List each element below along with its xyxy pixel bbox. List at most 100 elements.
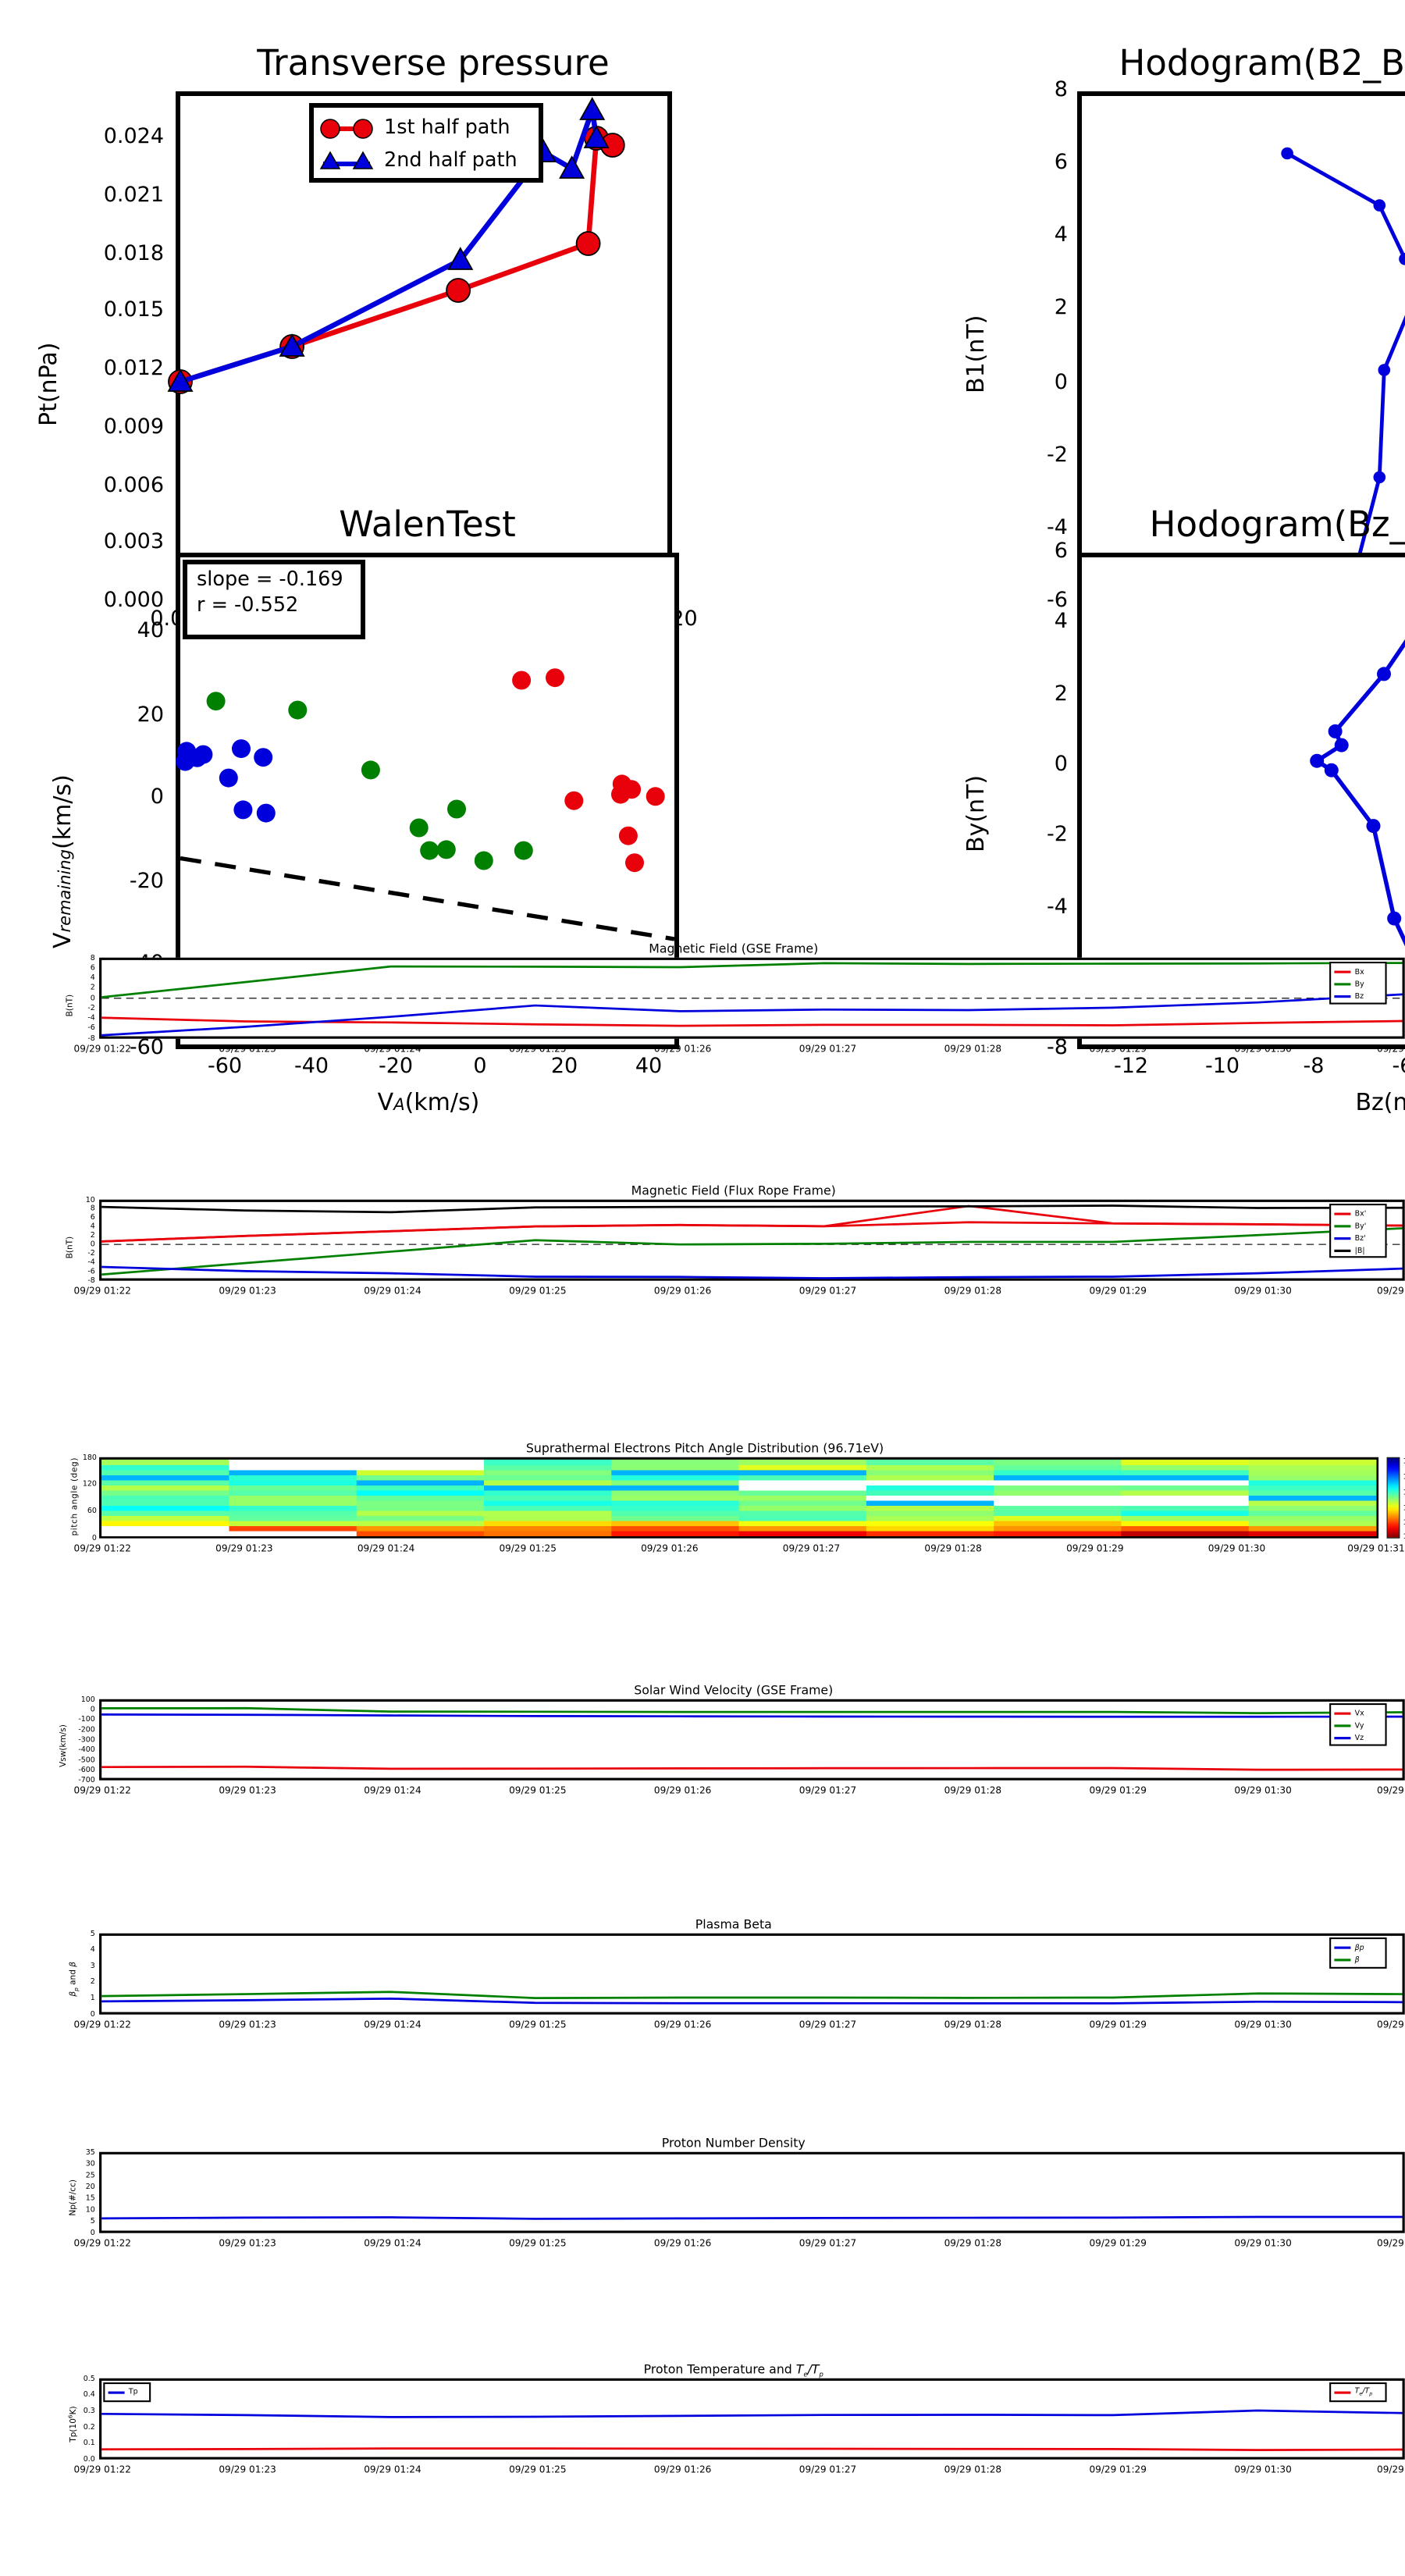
- ytick: 8: [90, 1204, 95, 1213]
- xtick-time: 09/29 01:30: [1208, 1542, 1266, 1554]
- xtick-time: 09/29 01:24: [364, 1284, 422, 1297]
- ytick: 35: [85, 2148, 95, 2158]
- xtick-time: 09/29 01:24: [364, 2018, 422, 2030]
- ytick: 2: [1054, 297, 1068, 321]
- xtick-time: 09/29 01:27: [799, 1284, 857, 1297]
- ytick: 120: [82, 1480, 97, 1489]
- xtick-time: 09/29 01:26: [653, 2018, 712, 2030]
- xtick-time: 09/29 01:26: [641, 1542, 699, 1554]
- ytick: -4: [1047, 897, 1068, 920]
- legend-swatch-bmag: [1334, 1249, 1351, 1252]
- ytick: -20: [129, 871, 164, 895]
- xtick-time: 09/29 01:25: [509, 2463, 567, 2475]
- ytick: 0.018: [103, 244, 164, 267]
- xtick-time: 09/29 01:25: [509, 1784, 567, 1796]
- xtick-time: 09/29 01:23: [215, 1542, 273, 1554]
- xtick-time: 09/29 01:31: [1377, 1284, 1405, 1297]
- plot-area: [99, 1933, 1405, 2015]
- xtick-time: 09/29 01:30: [1234, 1784, 1292, 1796]
- ytick: -4: [87, 1258, 95, 1267]
- ytick: 0: [1054, 372, 1068, 396]
- ytick: 0: [90, 1240, 95, 1249]
- ytick: -2: [1047, 445, 1068, 468]
- legend-label-vy: Vy: [1354, 1721, 1364, 1731]
- plot-svg: [101, 1204, 1403, 1279]
- panel-title: Solar Wind Velocity (GSE Frame): [634, 1682, 834, 1698]
- xtick-time: 09/29 01:22: [73, 2018, 131, 2030]
- xtick-time: 09/29 01:28: [944, 2018, 1002, 2030]
- ytick: 100: [80, 1695, 95, 1705]
- y-axis-label: B(nT): [66, 1236, 75, 1259]
- ytick: 0.006: [103, 475, 164, 499]
- xtick-time: 09/29 01:30: [1234, 2236, 1292, 2249]
- legend-marker-triangle: [319, 151, 374, 169]
- ytick: 40: [137, 621, 164, 644]
- xtick-time: 09/29 01:28: [944, 1784, 1002, 1796]
- legend-swatch-te-tp: [1334, 2391, 1351, 2394]
- xtick-time: 09/29 01:25: [509, 2236, 567, 2249]
- ytick: -2: [87, 1249, 95, 1258]
- xtick-time: 09/29 01:23: [219, 1784, 276, 1796]
- xtick-time: 09/29 01:31: [1377, 1042, 1405, 1055]
- legend-te-tp: Te/Tp: [1329, 2382, 1387, 2403]
- panel-pitch-angle-distribution: Suprathermal Electrons Pitch Angle Distr…: [0, 1429, 1405, 1601]
- panel-title: Suprathermal Electrons Pitch Angle Distr…: [525, 1440, 884, 1456]
- ytick: 0: [91, 1534, 97, 1542]
- plot-svg: [167, 97, 625, 394]
- plot-area: [99, 957, 1405, 1039]
- xtick-time: 09/29 01:31: [1377, 2236, 1405, 2249]
- xtick-time: 09/29 01:23: [219, 2236, 276, 2249]
- legend-marker-circle: [320, 119, 373, 139]
- plot-svg: [101, 962, 1403, 1037]
- xtick: -60: [207, 1056, 243, 1080]
- panel-plasma-beta: Plasma Beta βp β 0 1 2 3 4 5 βp and β 09…: [0, 1905, 1405, 2077]
- xtick-time: 09/29 01:29: [1089, 1042, 1147, 1055]
- legend-plasma-beta: βp β: [1329, 1937, 1387, 1969]
- ytick: 4: [90, 1945, 95, 1955]
- heatmap-svg: [101, 1459, 1377, 1537]
- ytick: -2: [87, 1004, 95, 1013]
- xtick-time: 09/29 01:22: [73, 1542, 131, 1554]
- xtick: 0: [473, 1056, 487, 1080]
- ytick: 25: [85, 2171, 95, 2180]
- ytick: 0.009: [103, 417, 164, 440]
- ytick: 0.024: [103, 126, 164, 150]
- panel-proton-number-density: Proton Number Density 0 5 10 15 20 25 30…: [0, 2123, 1405, 2296]
- xtick: 20: [550, 1056, 578, 1080]
- xtick-time: 09/29 01:28: [924, 1542, 982, 1554]
- plot-svg: [101, 1991, 1403, 2005]
- panel-title: Hodogram(B2_B1 MVAB frame): [1119, 42, 1405, 84]
- xtick: -40: [293, 1056, 329, 1080]
- xtick-time: 09/29 01:29: [1089, 1284, 1147, 1297]
- ytick: 8: [1054, 80, 1068, 103]
- y-axis-label: pitch angle (deg): [70, 1457, 80, 1536]
- ytick: 0: [90, 994, 95, 1003]
- ytick: -8: [87, 1034, 95, 1043]
- y-axis-label: B1(nT): [965, 315, 991, 393]
- ytick: 8: [90, 954, 95, 963]
- xtick-time: 09/29 01:29: [1066, 1542, 1124, 1554]
- ytick: 2: [90, 1977, 95, 1986]
- ytick: -8: [87, 1276, 95, 1285]
- ytick: 0.000: [103, 590, 164, 614]
- xtick-time: 09/29 01:24: [357, 1542, 415, 1554]
- plot-area: [99, 2378, 1405, 2460]
- xtick-time: 09/29 01:24: [364, 2236, 422, 2249]
- legend-label-by: By: [1354, 980, 1364, 989]
- xtick-time: 09/29 01:28: [944, 1042, 1002, 1055]
- panel-proton-temperature: Proton Temperature and Te/Tp Tp Te/Tp 0.…: [0, 2350, 1405, 2539]
- plot-area: [99, 1199, 1405, 1281]
- ytick: 0.2: [83, 2423, 95, 2432]
- ytick: 2: [90, 1231, 95, 1240]
- ytick: 0.012: [103, 358, 164, 382]
- xtick-time: 09/29 01:29: [1089, 2236, 1147, 2249]
- walen-slope: slope = -0.169: [197, 569, 343, 592]
- ytick: 10: [85, 1196, 95, 1205]
- ytick: 20: [85, 2183, 95, 2192]
- xtick-time: 09/29 01:27: [799, 1784, 857, 1796]
- xtick-time: 09/29 01:28: [944, 2236, 1002, 2249]
- xtick-time: 09/29 01:26: [653, 1284, 712, 1297]
- legend-label-by-prime: By': [1354, 1222, 1367, 1231]
- xtick-time: 09/29 01:25: [509, 2018, 567, 2030]
